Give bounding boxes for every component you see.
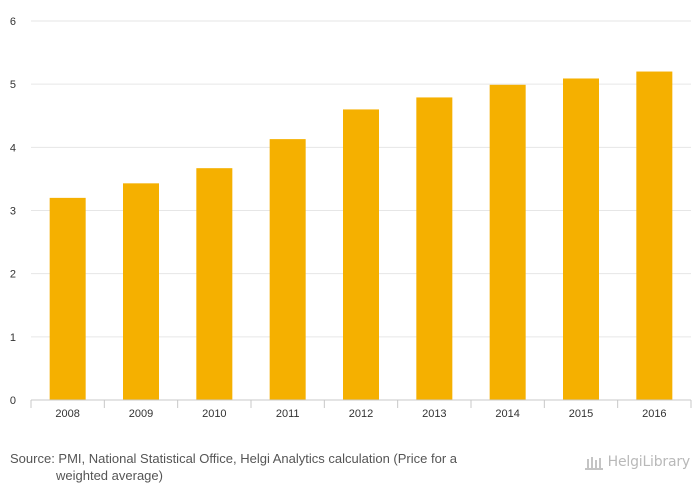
library-building-icon [584, 457, 603, 470]
bar-2008 [49, 197, 86, 400]
bar-2009 [123, 183, 159, 400]
y-tick-label: 0 [10, 395, 16, 407]
x-tick-label: 2014 [495, 408, 519, 420]
y-axis-labels: 0 1 2 3 4 5 6 [10, 16, 16, 407]
y-tick-label: 6 [10, 16, 16, 28]
source-line-2: weighted average) [56, 468, 163, 483]
helgi-library-logo: HelgiLibrary [584, 452, 690, 472]
bar-2013 [416, 97, 453, 400]
source-note: Source: PMI, National Statistical Office… [10, 450, 530, 484]
bar-2011 [269, 139, 306, 400]
bar-chart: 0 1 2 3 4 5 6 2008 2009 2010 2011 2012 2013 2014 2015… [10, 16, 692, 420]
y-tick-label: 3 [10, 206, 16, 218]
x-tick-label: 2008 [55, 408, 79, 420]
y-tick-label: 2 [10, 269, 16, 281]
bar-2016 [636, 71, 673, 401]
bars [49, 71, 673, 401]
x-tick-label: 2016 [642, 408, 666, 420]
x-tick-label: 2009 [129, 408, 153, 420]
bar-2015 [563, 78, 599, 401]
x-axis-labels: 2008 2009 2010 2011 2012 2013 2014 2015 2016 [55, 408, 666, 420]
y-tick-label: 1 [10, 332, 16, 344]
bar-2014 [489, 84, 526, 400]
x-tick-label: 2012 [349, 408, 373, 420]
y-tick-label: 5 [10, 79, 16, 91]
x-tick-label: 2011 [276, 408, 300, 420]
x-axis-ticks [30, 400, 692, 408]
bar-2012 [343, 109, 379, 400]
chart-footer: Source: PMI, National Statistical Office… [0, 448, 700, 500]
bar-2010 [196, 168, 233, 400]
x-tick-label: 2013 [422, 408, 446, 420]
x-tick-label: 2015 [569, 408, 593, 420]
y-tick-label: 4 [10, 142, 16, 154]
logo-text: HelgiLibrary [607, 454, 691, 470]
source-line-1: Source: PMI, National Statistical Office… [10, 451, 458, 466]
x-tick-label: 2010 [202, 408, 226, 420]
